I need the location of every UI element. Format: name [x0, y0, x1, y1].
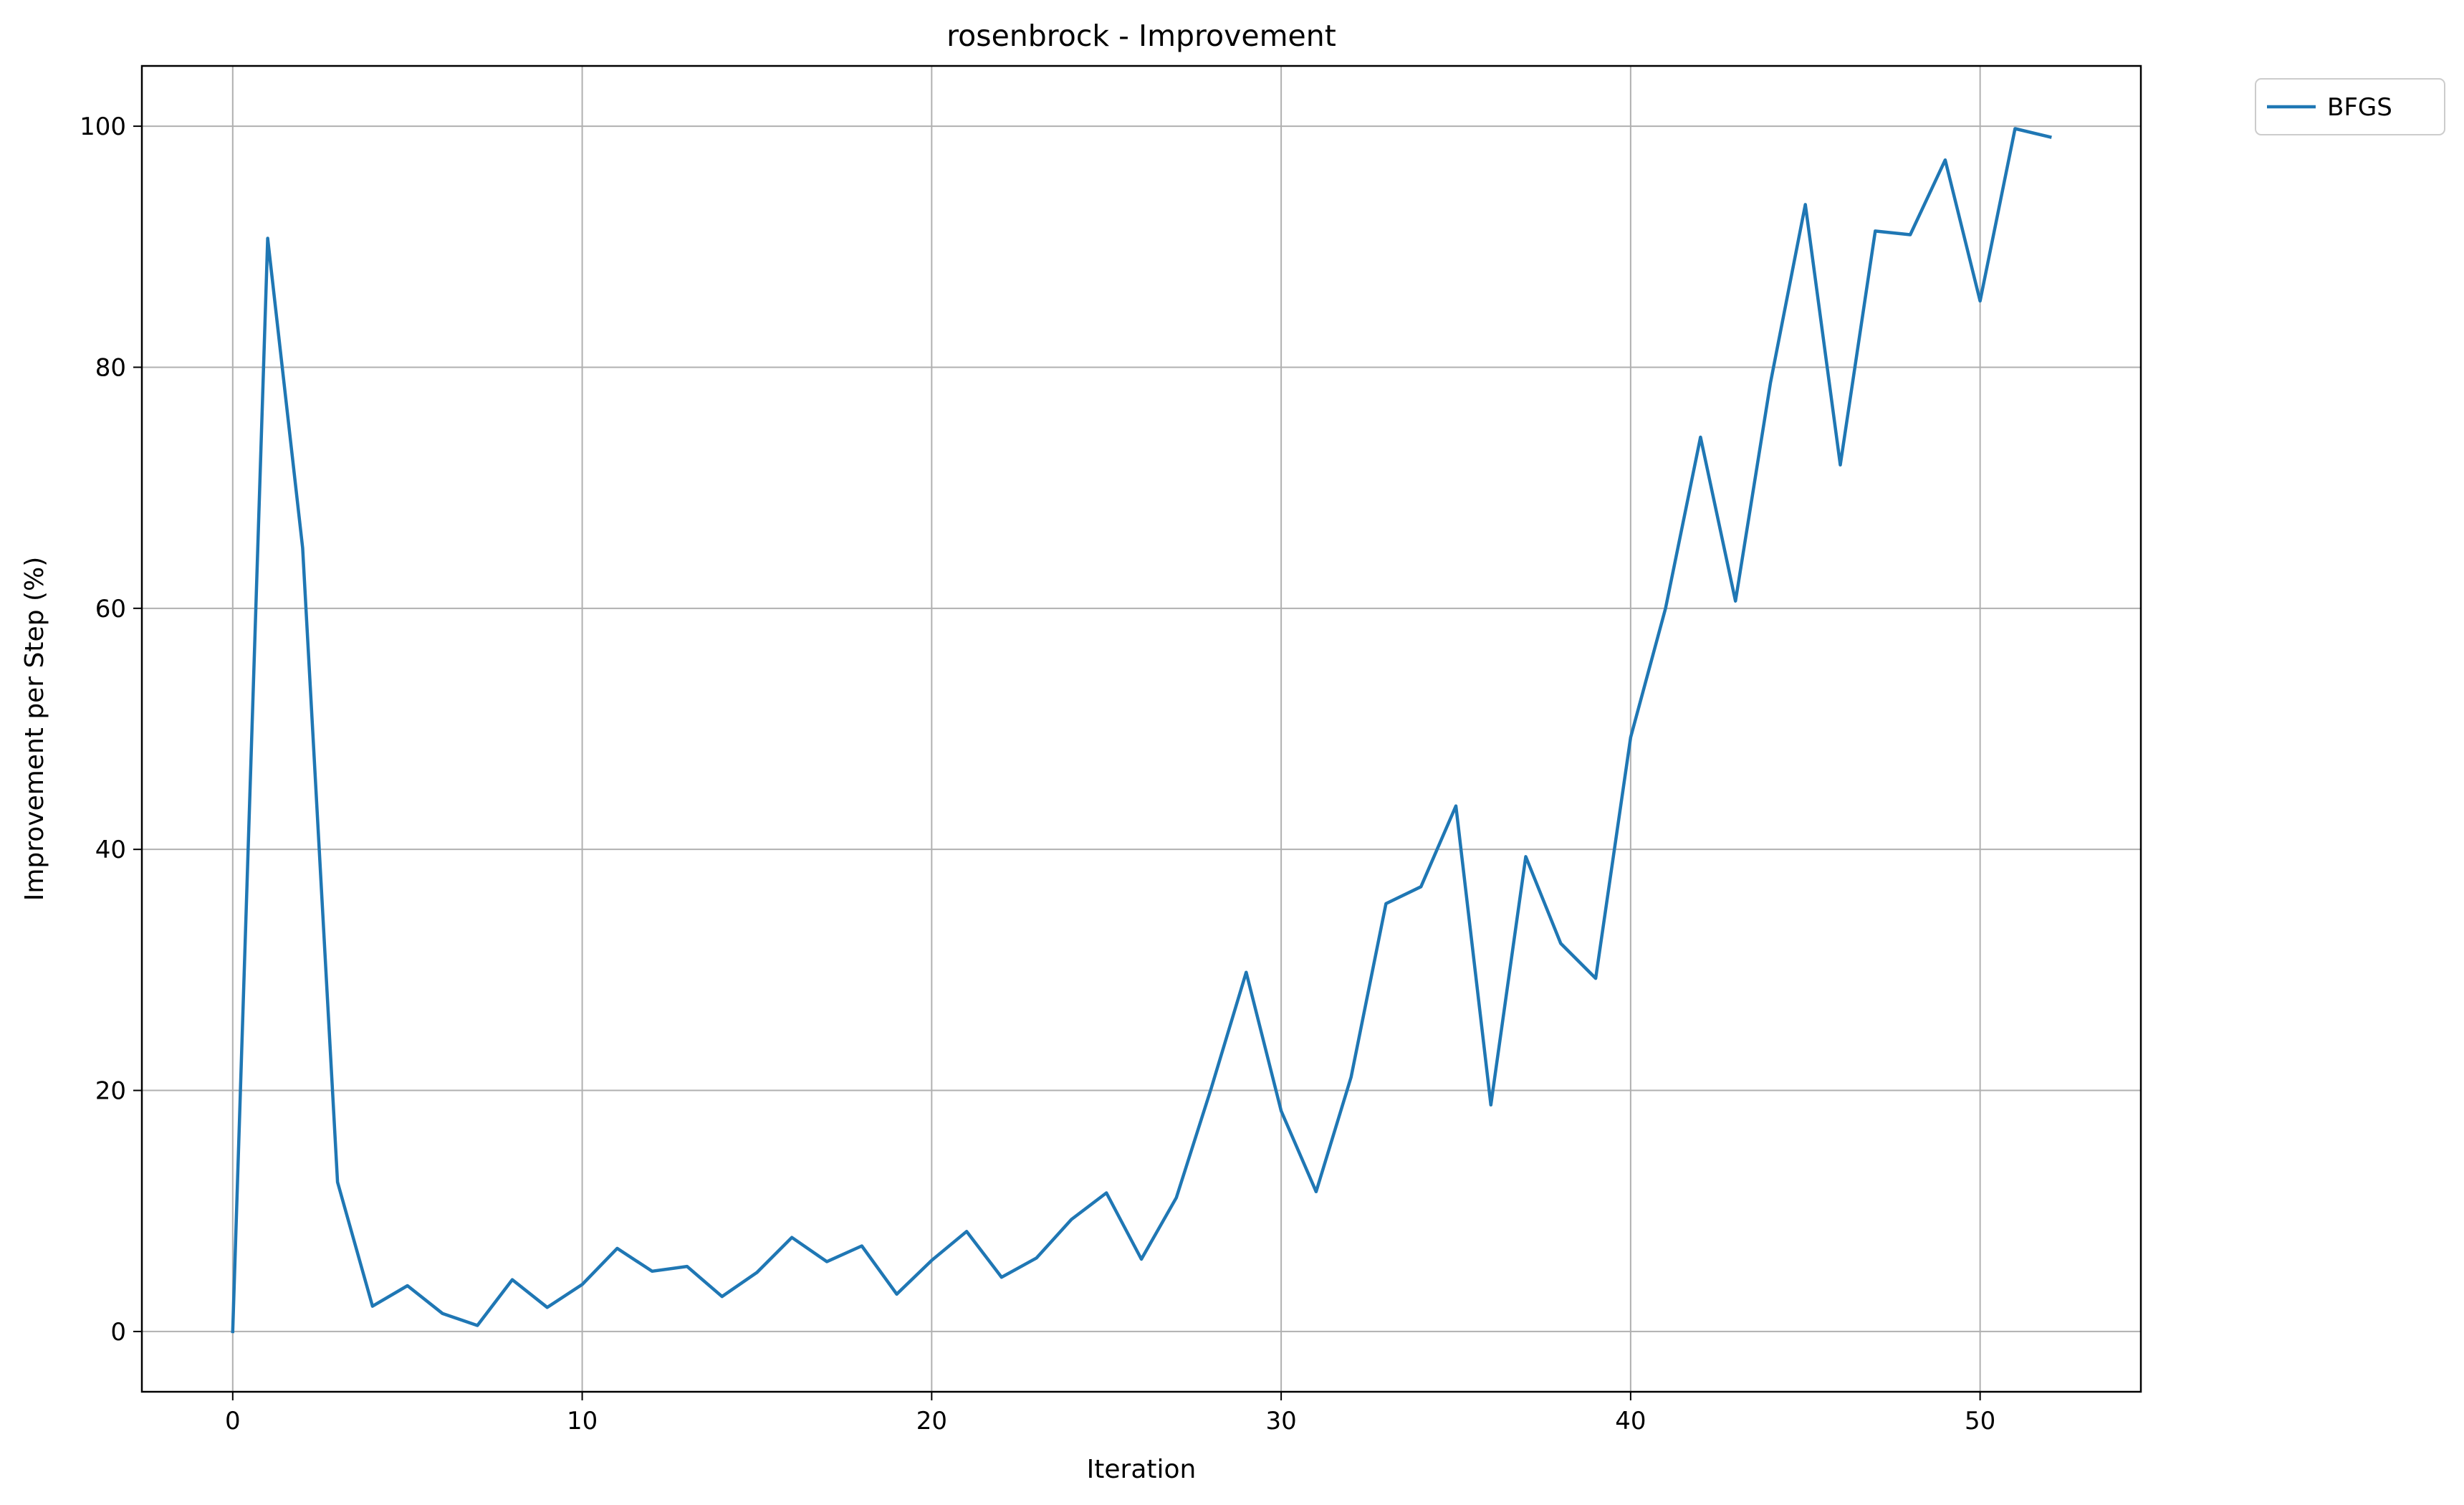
y-tick-label: 100 [80, 113, 126, 141]
series-line-bfgs [231, 127, 2052, 1334]
chart-title: rosenbrock - Improvement [946, 19, 1336, 53]
grid-lines [142, 66, 2141, 1392]
y-axis-label: Improvement per Step (%) [20, 557, 49, 902]
legend-label: BFGS [2327, 93, 2392, 122]
y-axis: 0 20 40 60 80 100 [80, 113, 142, 1347]
x-tick-label: 50 [1965, 1407, 1995, 1435]
plot-frame [140, 64, 2142, 1393]
x-axis: 0 10 20 30 40 50 [225, 1392, 1995, 1435]
y-tick-label: 60 [95, 595, 126, 624]
y-tick-label: 0 [110, 1318, 126, 1347]
legend: BFGS [2255, 78, 2445, 135]
x-axis-label: Iteration [1087, 1455, 1197, 1484]
x-tick-label: 10 [567, 1407, 598, 1435]
y-tick-label: 80 [95, 353, 126, 382]
x-tick-label: 0 [225, 1407, 241, 1435]
legend-box [2255, 78, 2445, 135]
x-tick-label: 20 [916, 1407, 947, 1435]
series-layer [231, 127, 2052, 1334]
y-tick-label: 40 [95, 836, 126, 864]
y-tick-label: 20 [95, 1077, 126, 1106]
x-tick-label: 30 [1265, 1407, 1296, 1435]
x-tick-label: 40 [1615, 1407, 1646, 1435]
